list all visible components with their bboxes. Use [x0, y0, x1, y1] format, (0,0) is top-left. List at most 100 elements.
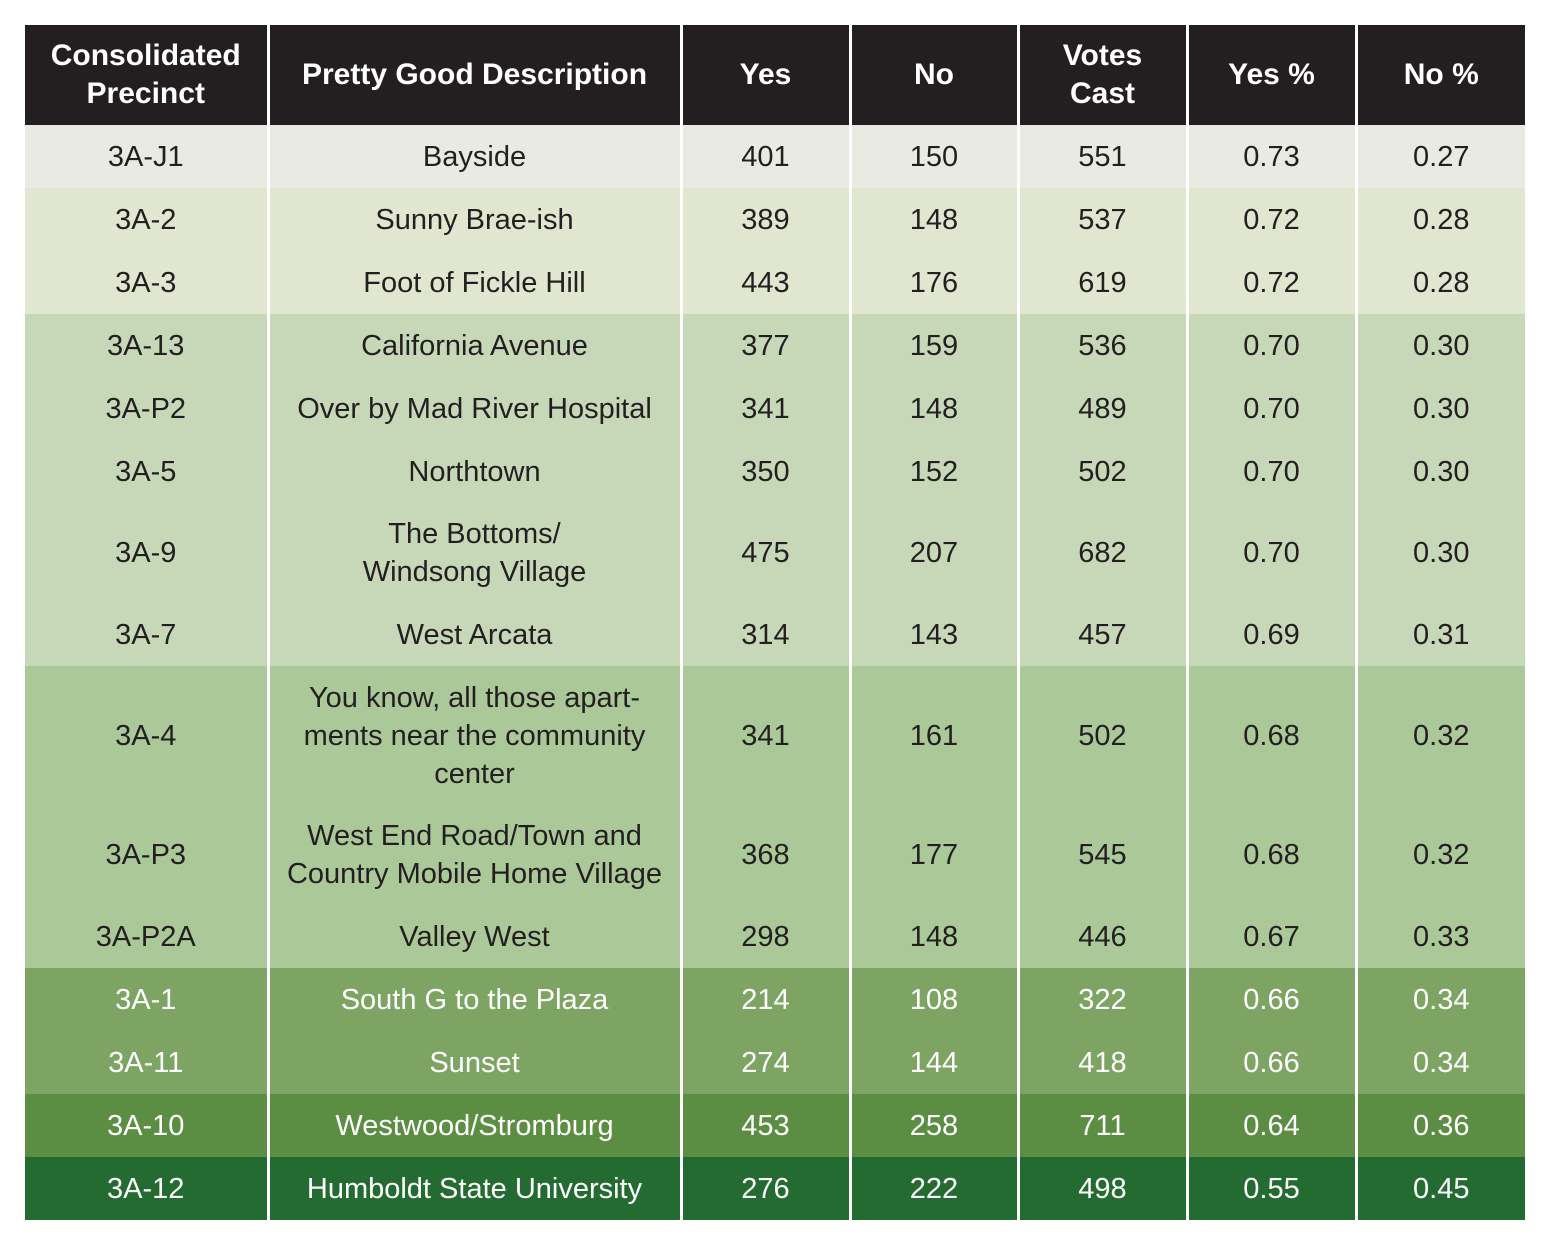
yes-cell: 274 [679, 1031, 850, 1094]
yes-percent-cell: 0.70 [1185, 314, 1356, 377]
table-row: 3A-2 Sunny Brae-ish 389 148 537 0.72 0.28 [25, 188, 1525, 251]
no-percent-cell: 0.45 [1354, 1157, 1525, 1220]
header-consolidated-precinct: Consolidated Precinct [25, 25, 268, 125]
table-row: 3A-P3 West End Road/Town and Country Mobil… [25, 805, 1525, 905]
header-no-label: No [914, 58, 954, 91]
yes-cell: 214 [679, 968, 850, 1031]
precinct-cell: 3A-10 [107, 1109, 185, 1142]
votes-cast-cell: 322 [1016, 968, 1187, 1031]
description-cell: California Avenue [266, 314, 681, 377]
yes-cell: 443 [679, 251, 850, 314]
yes-percent-cell: 0.70 [1185, 377, 1356, 440]
table-row: 3A-11 Sunset 274 144 418 0.66 0.34 [25, 1031, 1525, 1094]
no-percent-cell: 0.30 [1354, 440, 1525, 503]
no-cell: 148 [848, 905, 1018, 968]
table-row: 3A-3 Foot of Fickle Hill 443 176 619 0.72 0.28 [25, 251, 1525, 314]
yes-percent-cell: 0.68 [1185, 666, 1356, 805]
precinct-cell: 3A-9 [115, 537, 177, 569]
yes-percent-cell: 0.66 [1185, 968, 1356, 1031]
yes-percent-cell: 0.55 [1185, 1157, 1356, 1220]
no-cell: 148 [848, 188, 1018, 251]
precinct-cell: 3A-12 [107, 1172, 185, 1205]
yes-percent-cell: 0.68 [1185, 805, 1356, 905]
precinct-cell: 3A-7 [115, 618, 177, 651]
header-pretty-good-description: Pretty Good Description [266, 25, 681, 125]
description-cell: Westwood/Stromburg [266, 1094, 681, 1157]
yes-percent-cell: 0.67 [1185, 905, 1356, 968]
votes-cast-cell: 446 [1016, 905, 1187, 968]
yes-cell: 475 [679, 503, 850, 603]
yes-percent-cell: 0.72 [1185, 188, 1356, 251]
votes-cast-cell: 418 [1016, 1031, 1187, 1094]
votes-cast-cell: 536 [1016, 314, 1187, 377]
header-row: Consolidated Precinct Pretty Good Descrip… [25, 25, 1525, 125]
precinct-cell: 3A-2 [115, 203, 177, 236]
precinct-cell: 3A-5 [115, 455, 177, 488]
no-percent-cell: 0.30 [1354, 377, 1525, 440]
description-cell: Sunset [266, 1031, 681, 1094]
yes-cell: 368 [679, 805, 850, 905]
votes-cast-cell: 682 [1016, 503, 1187, 603]
header-yes-percent: Yes % [1185, 25, 1356, 125]
header-no-percent-label: No % [1403, 58, 1479, 91]
yes-percent-cell: 0.64 [1185, 1094, 1356, 1157]
yes-cell: 341 [679, 377, 850, 440]
table-row: 3A-P2A Valley West 298 148 446 0.67 0.33 [25, 905, 1525, 968]
yes-percent-cell: 0.66 [1185, 1031, 1356, 1094]
no-cell: 143 [848, 603, 1018, 666]
no-cell: 108 [848, 968, 1018, 1031]
votes-cast-cell: 502 [1016, 440, 1187, 503]
table-row: 3A-9 The Bottoms/Windsong Village 475 207 68… [25, 503, 1525, 603]
votes-cast-cell: 711 [1016, 1094, 1187, 1157]
header-description-label: Pretty Good Description [301, 58, 648, 91]
table-row: 3A-5 Northtown 350 152 502 0.70 0.30 [25, 440, 1525, 503]
header-yes: Yes [679, 25, 850, 125]
yes-percent-cell: 0.72 [1185, 251, 1356, 314]
table-row: 3A-P2 Over by Mad River Hospital 341 148 489… [25, 377, 1525, 440]
table-row: 3A-12 Humboldt State University 276 222 498 0… [25, 1157, 1525, 1220]
votes-cast-cell: 545 [1016, 805, 1187, 905]
yes-percent-cell: 0.70 [1185, 503, 1356, 603]
no-cell: 258 [848, 1094, 1018, 1157]
description-cell: Bayside [266, 125, 681, 188]
description-cell: West Arcata [266, 603, 681, 666]
precinct-cell: 3A-J1 [107, 140, 184, 173]
precinct-cell: 3A-13 [107, 329, 185, 362]
yes-cell: 276 [679, 1157, 850, 1220]
votes-cast-cell: 619 [1016, 251, 1187, 314]
no-percent-cell: 0.34 [1354, 968, 1525, 1031]
yes-percent-cell: 0.70 [1185, 440, 1356, 503]
header-votes-cast-label: Votes Cast [1062, 39, 1143, 110]
header-no: No [848, 25, 1018, 125]
no-cell: 159 [848, 314, 1018, 377]
no-percent-cell: 0.30 [1354, 314, 1525, 377]
votes-cast-cell: 551 [1016, 125, 1187, 188]
yes-cell: 350 [679, 440, 850, 503]
description-cell: Valley West [266, 905, 681, 968]
precinct-cell: 3A-P2A [95, 920, 196, 953]
yes-cell: 453 [679, 1094, 850, 1157]
description-cell: Humboldt State University [266, 1157, 681, 1220]
votes-cast-cell: 498 [1016, 1157, 1187, 1220]
table-row: 3A-4 You know, all those apart-ments near… [25, 666, 1525, 805]
no-percent-cell: 0.34 [1354, 1031, 1525, 1094]
no-percent-cell: 0.28 [1354, 188, 1525, 251]
yes-cell: 341 [679, 666, 850, 805]
no-percent-cell: 0.28 [1354, 251, 1525, 314]
yes-cell: 377 [679, 314, 850, 377]
precinct-cell: 3A-P3 [105, 839, 187, 871]
precinct-cell: 3A-3 [115, 266, 177, 299]
precinct-cell: 3A-1 [115, 983, 177, 1016]
precinct-results-table: Consolidated Precinct Pretty Good Descrip… [25, 25, 1525, 1220]
description-cell: South G to the Plaza [266, 968, 681, 1031]
no-percent-cell: 0.27 [1354, 125, 1525, 188]
yes-cell: 389 [679, 188, 850, 251]
description-cell: West End Road/Town and Country Mobile Hom… [266, 805, 681, 905]
no-percent-cell: 0.32 [1354, 805, 1525, 905]
yes-percent-cell: 0.69 [1185, 603, 1356, 666]
description-cell: Over by Mad River Hospital [266, 377, 681, 440]
header-consolidated-precinct-label: Consolidated Precinct [50, 39, 241, 110]
description-cell: You know, all those apart-ments near the… [266, 666, 681, 805]
table-row: 3A-7 West Arcata 314 143 457 0.69 0.31 [25, 603, 1525, 666]
votes-cast-cell: 457 [1016, 603, 1187, 666]
